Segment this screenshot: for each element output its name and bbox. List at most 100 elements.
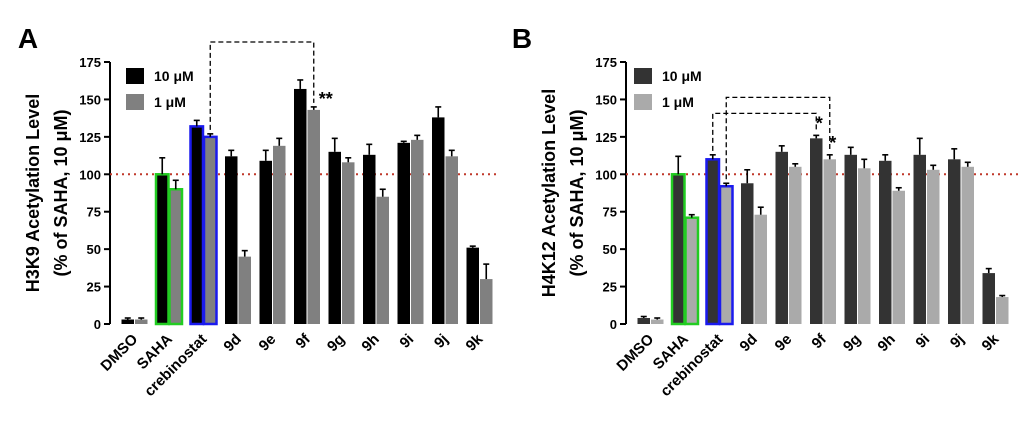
bar xyxy=(135,319,148,324)
y-axis-label: H4K12 Acetylation Level xyxy=(539,89,559,297)
y-tick-label: 50 xyxy=(603,242,617,257)
bar xyxy=(294,88,307,324)
x-tick-label: 9h xyxy=(874,331,898,355)
y-tick-label: 100 xyxy=(79,167,101,182)
significance-bracket xyxy=(725,96,831,180)
bar xyxy=(789,166,802,324)
bar xyxy=(718,185,734,326)
bar xyxy=(670,173,686,326)
legend-label: 10 μM xyxy=(662,68,702,84)
legend-swatch xyxy=(634,94,652,110)
x-tick-label: 9h xyxy=(358,331,382,355)
panel-letter: B xyxy=(512,23,532,54)
significance-mark: * xyxy=(816,113,823,133)
x-tick-label: 9f xyxy=(292,330,314,352)
bar xyxy=(858,168,871,324)
bar xyxy=(754,214,767,324)
y-tick-label: 75 xyxy=(87,205,101,220)
panel-a: A H3K9 Acetylation Level (% of SAHA, 10 μM… xyxy=(18,23,500,400)
y-tick-label: 150 xyxy=(79,92,101,107)
bar xyxy=(225,156,238,324)
y-axis-label: (% of SAHA, 10 μM) xyxy=(51,109,71,276)
bar xyxy=(684,216,700,326)
significance-mark: ** xyxy=(319,89,333,109)
y-tick-label: 150 xyxy=(595,92,617,107)
y-axis-label: (% of SAHA, 10 μM) xyxy=(567,109,587,276)
bar xyxy=(466,247,479,324)
legend-label: 1 μM xyxy=(662,94,694,110)
bar xyxy=(741,183,754,324)
x-tick-label: 9k xyxy=(979,330,1003,354)
panel-letter: A xyxy=(18,23,38,54)
x-tick-label: 9j xyxy=(431,331,452,352)
y-tick-label: 175 xyxy=(79,55,101,70)
bar xyxy=(705,158,721,326)
bar xyxy=(810,138,823,324)
x-tick-label: 9i xyxy=(396,331,417,352)
panel-b: B H4K12 Acetylation Level (% of SAHA, 10 μ… xyxy=(512,23,1018,400)
y-tick-label: 0 xyxy=(610,317,617,332)
x-tick-label: 9i xyxy=(912,331,933,352)
bar xyxy=(961,166,974,324)
y-tick-label: 25 xyxy=(87,280,101,295)
significance-bracket xyxy=(712,112,817,151)
bar xyxy=(445,156,458,324)
bar xyxy=(823,159,836,324)
y-tick-label: 125 xyxy=(79,130,101,145)
bar xyxy=(202,135,218,326)
bar xyxy=(363,154,376,324)
x-tick-label: 9f xyxy=(808,330,830,352)
x-tick-label: 9j xyxy=(947,331,968,352)
significance-bracket xyxy=(209,41,315,130)
bar xyxy=(307,109,320,324)
legend-swatch xyxy=(126,94,144,110)
bar xyxy=(996,297,1009,324)
x-tick-label: 9g xyxy=(324,331,348,355)
y-tick-label: 0 xyxy=(94,317,101,332)
bar xyxy=(189,125,205,326)
x-tick-label: 9g xyxy=(840,331,864,355)
bar xyxy=(651,319,664,324)
bar xyxy=(259,160,272,324)
bar xyxy=(775,151,788,324)
bar xyxy=(154,173,170,326)
x-tick-label: 9d xyxy=(736,331,760,355)
legend-label: 1 μM xyxy=(154,94,186,110)
y-tick-label: 25 xyxy=(603,280,617,295)
bar xyxy=(948,159,961,324)
x-tick-label: 9e xyxy=(772,331,796,355)
x-tick-label: 9k xyxy=(463,330,487,354)
bar xyxy=(168,188,184,326)
bar xyxy=(879,160,892,324)
bar xyxy=(927,169,940,324)
legend-swatch xyxy=(634,68,652,84)
bar xyxy=(397,142,410,324)
y-tick-label: 100 xyxy=(595,167,617,182)
x-tick-label: DMSO xyxy=(613,331,657,375)
x-tick-label: DMSO xyxy=(97,331,141,375)
y-tick-label: 175 xyxy=(595,55,617,70)
legend-swatch xyxy=(126,68,144,84)
x-tick-label: 9e xyxy=(256,331,280,355)
bar xyxy=(411,139,424,324)
bar xyxy=(238,256,251,324)
bar xyxy=(121,319,134,324)
bar xyxy=(342,162,355,324)
bar xyxy=(432,117,445,324)
bar xyxy=(637,318,650,324)
bar xyxy=(982,273,995,324)
bar xyxy=(273,145,286,324)
x-tick-label: 9d xyxy=(220,331,244,355)
y-tick-label: 50 xyxy=(87,242,101,257)
significance-mark: * xyxy=(829,133,836,153)
bar xyxy=(892,190,905,324)
bar xyxy=(480,279,493,324)
y-tick-label: 75 xyxy=(603,205,617,220)
y-axis-label: H3K9 Acetylation Level xyxy=(23,94,43,292)
bar xyxy=(913,154,926,324)
bar xyxy=(376,196,389,324)
bar xyxy=(844,154,857,324)
bar xyxy=(328,151,341,324)
y-tick-label: 125 xyxy=(595,130,617,145)
